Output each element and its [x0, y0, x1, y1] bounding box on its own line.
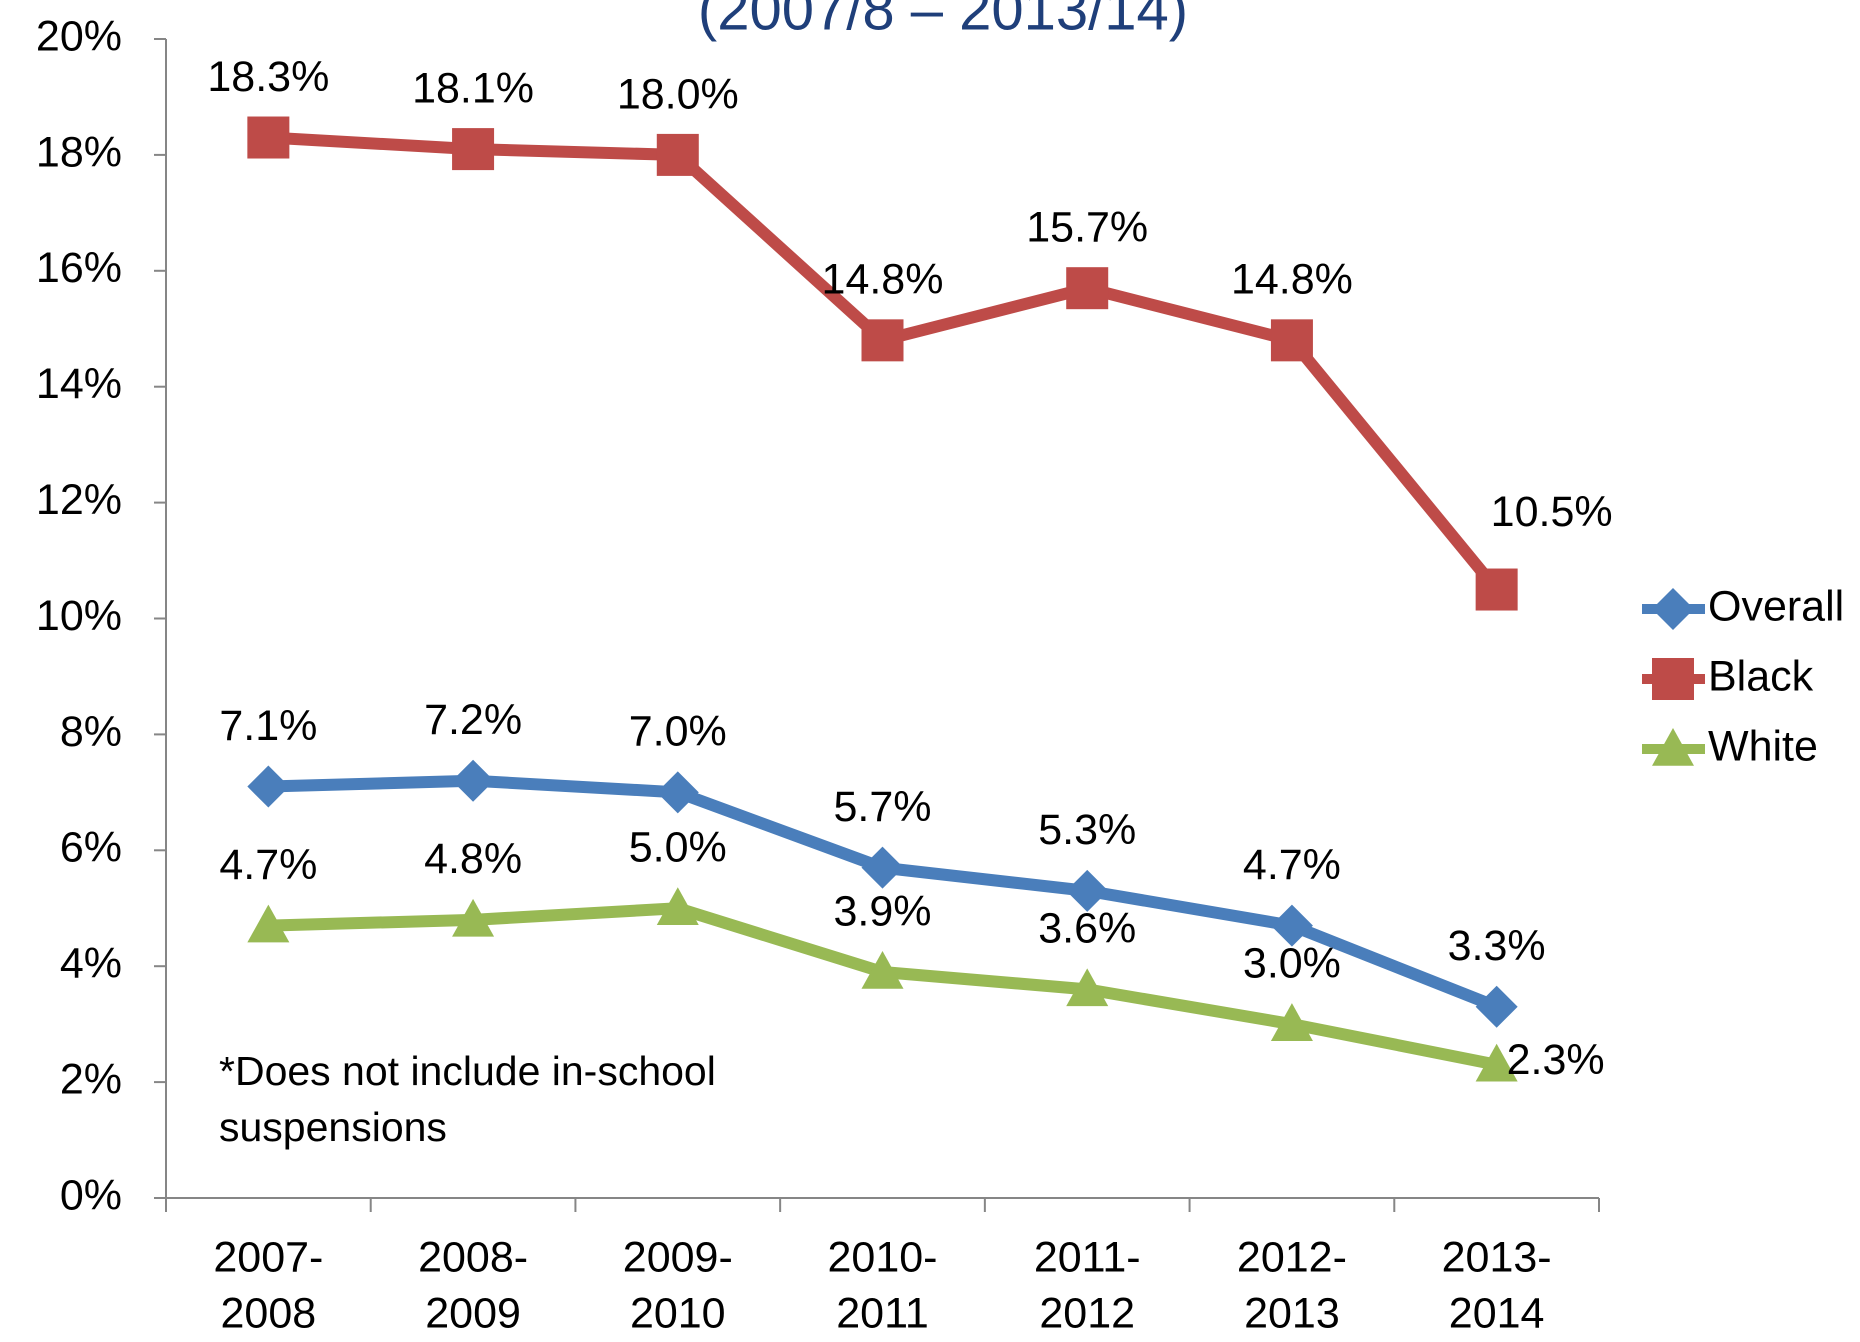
x-tick-label: 2010- [828, 1233, 938, 1281]
data-label: 3.9% [833, 887, 931, 935]
marker [656, 133, 699, 176]
data-label: 5.3% [1038, 806, 1136, 854]
y-tick-label: 4% [60, 940, 122, 988]
x-tick-label: 2012- [1237, 1233, 1347, 1281]
data-label: 4.7% [219, 841, 317, 889]
marker [1270, 319, 1313, 362]
x-tick-label: 2008 [221, 1289, 317, 1337]
marker [1270, 904, 1313, 947]
marker [452, 898, 495, 937]
marker [1652, 588, 1694, 630]
x-tick-label: 2013- [1442, 1233, 1552, 1281]
data-label: 14.8% [822, 256, 944, 304]
data-label: 7.1% [219, 702, 317, 750]
data-label: 7.2% [424, 696, 522, 744]
data-label: 3.3% [1448, 922, 1546, 970]
marker [861, 319, 904, 362]
marker [861, 950, 904, 989]
y-tick-label: 6% [60, 824, 122, 872]
x-tick-label: 2008- [418, 1233, 528, 1281]
data-label: 18.3% [207, 53, 329, 101]
x-tick-label: 2009- [623, 1233, 733, 1281]
data-label: 2.3% [1507, 1036, 1605, 1084]
marker [656, 771, 699, 814]
y-tick-label: 18% [36, 128, 122, 176]
annotation: suspensions [219, 1104, 447, 1150]
data-label: 18.1% [412, 64, 534, 112]
data-label: 5.0% [629, 824, 727, 872]
marker [861, 846, 904, 889]
legend-label: Overall [1708, 582, 1844, 630]
data-label: 4.8% [424, 835, 522, 883]
y-tick-label: 0% [60, 1171, 122, 1219]
y-tick-label: 8% [60, 708, 122, 756]
data-label: 3.6% [1038, 905, 1136, 953]
marker [1066, 869, 1109, 912]
data-label: 15.7% [1026, 204, 1148, 252]
x-tick-label: 2013 [1244, 1289, 1340, 1337]
y-tick-label: 20% [36, 12, 122, 60]
marker [452, 759, 495, 802]
y-tick-label: 2% [60, 1055, 122, 1103]
series-line [268, 131, 1502, 594]
data-label: 7.0% [629, 708, 727, 756]
marker [1652, 658, 1694, 700]
marker [1652, 728, 1694, 766]
legend-label: White [1708, 722, 1818, 770]
marker [247, 904, 290, 943]
annotation: *Does not include in-school [219, 1048, 716, 1094]
x-tick-label: 2007- [213, 1233, 323, 1281]
x-tick-label: 2012 [1039, 1289, 1135, 1337]
data-label: 5.7% [833, 783, 931, 831]
marker [1066, 968, 1109, 1007]
marker [247, 765, 290, 808]
chart-title: (2007/8 – 2013/14) [698, 0, 1188, 42]
legend-label: Black [1708, 652, 1814, 700]
x-tick-label: 2011- [1034, 1233, 1141, 1281]
x-tick-label: 2011 [836, 1289, 928, 1337]
data-label: 3.0% [1243, 940, 1341, 988]
data-label: 4.7% [1243, 841, 1341, 889]
y-tick-label: 10% [36, 592, 122, 640]
y-tick-label: 16% [36, 244, 122, 292]
data-label: 14.8% [1231, 256, 1353, 304]
y-tick-label: 12% [36, 476, 122, 524]
marker [452, 128, 495, 171]
marker [656, 887, 699, 926]
marker [247, 116, 290, 159]
marker [1270, 1003, 1313, 1041]
data-label: 10.5% [1491, 488, 1613, 536]
data-label: 18.0% [617, 70, 739, 118]
x-tick-label: 2010 [630, 1289, 726, 1337]
marker [1475, 1043, 1518, 1082]
x-tick-label: 2014 [1449, 1289, 1545, 1337]
y-tick-label: 14% [36, 360, 122, 408]
marker [1066, 267, 1109, 310]
x-tick-label: 2009 [425, 1289, 521, 1337]
marker [1475, 568, 1518, 611]
marker [1475, 985, 1518, 1028]
